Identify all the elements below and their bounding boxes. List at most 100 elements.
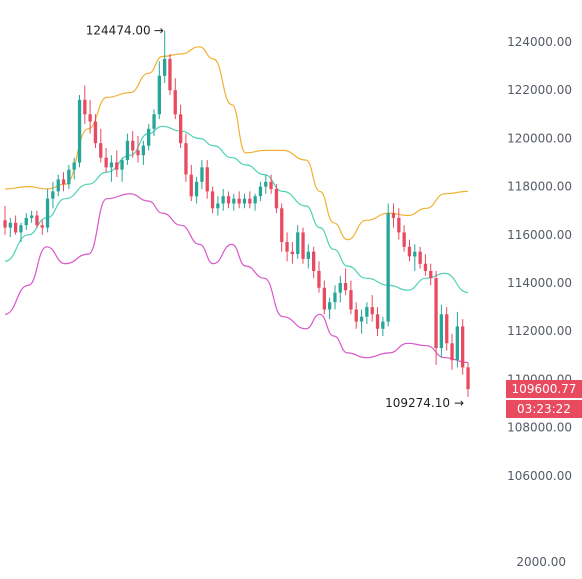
bottom-axis-label: 2000.00 bbox=[516, 555, 566, 569]
y-tick-label: 114000.00 bbox=[507, 276, 572, 290]
high-arrow-icon: → bbox=[154, 24, 164, 38]
candle-body bbox=[104, 157, 108, 168]
candle-body bbox=[248, 198, 252, 204]
candle-body bbox=[72, 162, 76, 170]
candle-body bbox=[253, 196, 257, 204]
candle-body bbox=[189, 174, 193, 197]
candle bbox=[423, 254, 428, 276]
y-tick-label: 124000.00 bbox=[507, 35, 572, 49]
candle bbox=[407, 239, 412, 262]
candle-body bbox=[439, 314, 443, 348]
candle bbox=[365, 302, 369, 324]
candle-body bbox=[14, 222, 18, 233]
lower-band-line bbox=[4, 193, 469, 364]
candle-body bbox=[184, 143, 188, 175]
candle bbox=[131, 131, 135, 158]
candle bbox=[301, 227, 305, 264]
candle-body bbox=[258, 186, 263, 197]
candle-body bbox=[99, 143, 103, 158]
candle bbox=[269, 174, 273, 194]
candle bbox=[402, 225, 406, 252]
candle-body bbox=[109, 162, 114, 168]
low-arrow-icon: → bbox=[454, 396, 464, 410]
candle bbox=[226, 191, 231, 209]
candle bbox=[343, 268, 348, 296]
candle-body bbox=[205, 167, 209, 192]
candle bbox=[163, 30, 167, 83]
candle bbox=[306, 244, 310, 269]
candle-body bbox=[455, 326, 459, 361]
candle bbox=[461, 319, 465, 375]
candle-body bbox=[461, 326, 465, 368]
last-price-value: 109600.77 bbox=[512, 382, 577, 396]
candle-body bbox=[402, 232, 406, 247]
candle bbox=[322, 280, 326, 315]
candle-body bbox=[264, 181, 268, 187]
candle-body bbox=[131, 140, 135, 151]
candle bbox=[375, 307, 380, 336]
candle-body bbox=[216, 203, 220, 209]
candle bbox=[216, 196, 220, 216]
candle bbox=[439, 304, 443, 358]
candle-body bbox=[173, 90, 177, 115]
candle bbox=[168, 54, 172, 95]
candle-body bbox=[67, 169, 71, 185]
candle-body bbox=[296, 232, 300, 255]
candle-body bbox=[317, 270, 321, 288]
y-tick-label: 122000.00 bbox=[507, 83, 572, 97]
y-tick-label: 116000.00 bbox=[507, 228, 572, 242]
candle bbox=[93, 114, 98, 148]
candle-body bbox=[343, 283, 348, 291]
candle-body bbox=[274, 189, 279, 209]
candle bbox=[14, 215, 18, 235]
candle-body bbox=[77, 99, 82, 163]
candle bbox=[141, 140, 145, 165]
candle bbox=[205, 160, 209, 199]
candle bbox=[429, 263, 433, 286]
candle bbox=[152, 109, 156, 136]
candle-body bbox=[24, 217, 28, 226]
candle bbox=[210, 186, 215, 214]
candle bbox=[466, 362, 470, 397]
candle-body bbox=[354, 309, 358, 322]
candle-body bbox=[40, 225, 44, 228]
candle bbox=[35, 210, 39, 228]
y-tick-label: 120000.00 bbox=[507, 131, 572, 145]
candle-body bbox=[136, 150, 140, 156]
candlesticks bbox=[3, 30, 470, 397]
candle bbox=[434, 270, 438, 365]
low-annotation: 109274.10 → bbox=[385, 396, 464, 410]
countdown-tag: 03:23:22 bbox=[506, 400, 582, 418]
candle-body bbox=[179, 114, 183, 144]
candle-body bbox=[19, 225, 23, 233]
candle-body bbox=[120, 160, 124, 170]
candle-body bbox=[56, 179, 60, 192]
candle-body bbox=[242, 198, 247, 204]
candle bbox=[381, 316, 385, 336]
candle bbox=[179, 104, 183, 148]
candle bbox=[61, 172, 66, 192]
candle bbox=[232, 193, 236, 211]
candle-body bbox=[328, 302, 332, 310]
candle bbox=[45, 189, 50, 233]
candle bbox=[189, 164, 193, 202]
candle-body bbox=[226, 196, 231, 204]
candle-body bbox=[269, 181, 273, 189]
candle-body bbox=[365, 307, 369, 317]
candle bbox=[445, 307, 449, 351]
candle-body bbox=[338, 283, 342, 293]
candle-body bbox=[221, 196, 225, 204]
candle-body bbox=[423, 263, 428, 271]
candle-body bbox=[61, 179, 66, 185]
y-axis: 124000.00 122000.00 120000.00 118000.00 1160… bbox=[507, 35, 572, 483]
candle bbox=[413, 244, 417, 271]
candle bbox=[83, 85, 87, 124]
candle-body bbox=[349, 290, 353, 310]
candle bbox=[248, 191, 252, 209]
candle-body bbox=[445, 314, 449, 344]
candle bbox=[354, 302, 358, 329]
candle bbox=[115, 150, 119, 177]
candle-body bbox=[280, 208, 284, 242]
candle bbox=[290, 242, 294, 264]
